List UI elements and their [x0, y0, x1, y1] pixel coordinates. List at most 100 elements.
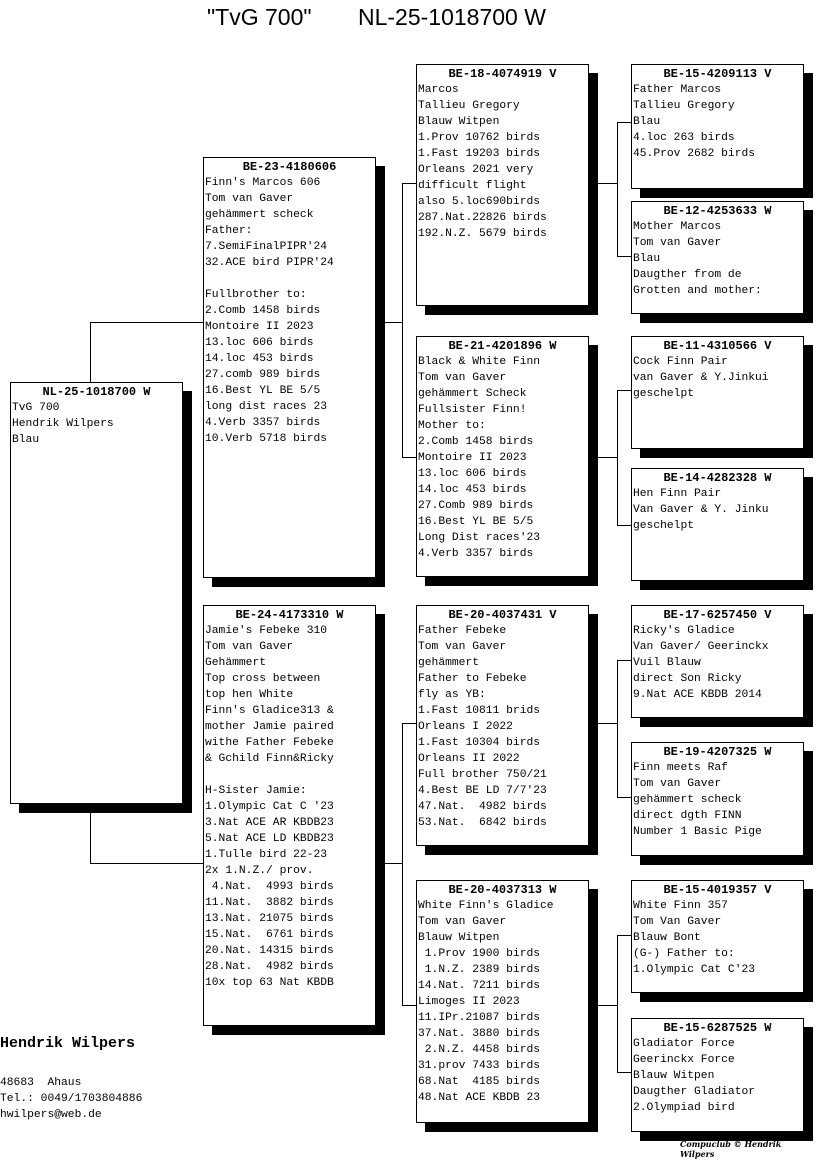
bird-card-subject: NL-25-1018700 W TvG 700 Hendrik Wilpers Bla…	[10, 382, 183, 804]
bird-info-line: 53.Nat. 6842 birds	[418, 817, 547, 829]
bird-info-line: 27.Comb 989 birds	[418, 500, 534, 512]
bird-info-line: White Finn 357	[633, 900, 728, 912]
bird-card-fmm: BE-14-4282328 W Hen Finn Pair Van Gaver & …	[631, 468, 804, 581]
bird-info-line: 14.loc 453 birds	[205, 353, 314, 365]
bird-info-line: 1.Fast 19203 birds	[418, 148, 541, 160]
ring-number: NL-25-1018700 W	[42, 385, 151, 399]
bird-info-line: Long Dist races'23	[418, 532, 541, 544]
connector	[617, 935, 618, 1073]
bird-info-line: Van Gaver & Y. Jinku	[633, 504, 769, 516]
bird-info-line: Montoire II 2023	[205, 321, 314, 333]
bird-info-line: withe Father Febeke	[205, 737, 334, 749]
bird-info-line: Grotten and mother:	[633, 285, 762, 297]
bird-info-line: Cock Finn Pair	[633, 356, 728, 368]
bird-info-line: gehämmert scheck	[633, 794, 742, 806]
pigeon-name-title: "TvG 700"	[207, 4, 312, 30]
bird-info-line: Hen Finn Pair	[633, 488, 722, 500]
bird-card-mfm: BE-19-4207325 W Finn meets Raf Tom van Gav…	[631, 742, 804, 856]
bird-info-line: Daugther Gladiator	[633, 1086, 756, 1098]
bird-info-line: Blauw Witpen	[633, 1070, 715, 1082]
bird-info-line: 7.SemiFinalPIPR'24	[205, 241, 328, 253]
bird-info-line: Orleans I 2022	[418, 721, 513, 733]
connector	[617, 256, 631, 257]
bird-info-line: Gladiator Force	[633, 1038, 735, 1050]
bird-info-line: Orleans II 2022	[418, 753, 520, 765]
pigeon-ring-title: NL-25-1018700 W	[358, 4, 546, 30]
bird-info-line: Fullsister Finn!	[418, 404, 527, 416]
bird-info-line: 48.Nat ACE KBDB 23	[418, 1092, 541, 1104]
connector	[402, 1005, 416, 1006]
ring-number: BE-11-4310566 V	[663, 339, 772, 353]
bird-info-line: 14.Nat. 7211 birds	[418, 980, 541, 992]
connector	[617, 122, 631, 123]
bird-info-line: 16.Best YL BE 5/5	[418, 516, 534, 528]
connector	[90, 863, 203, 864]
bird-info-line: Father Febeke	[418, 625, 507, 637]
connector	[402, 723, 403, 1006]
bird-info-line: Finn's Marcos 606	[205, 177, 321, 189]
bird-info-line: 13.loc 606 birds	[205, 337, 314, 349]
owner-city: 48683 Ahaus	[0, 1077, 82, 1089]
bird-info-line: gehämmert	[418, 657, 480, 669]
bird-info-line: 4.Verb 3357 birds	[205, 417, 321, 429]
bird-card-mff: BE-17-6257450 V Ricky's Gladice Van Gaver/…	[631, 605, 804, 718]
bird-info-line: Tallieu Gregory	[633, 100, 735, 112]
bird-info-line: difficult flight	[418, 180, 527, 192]
bird-info-line: 16.Best YL BE 5/5	[205, 385, 321, 397]
connector	[617, 660, 631, 661]
bird-info-line: direct dgth FINN	[633, 810, 742, 822]
bird-info-line: 68.Nat 4185 birds	[418, 1076, 541, 1088]
bird-info-line: Finn's Gladice313 &	[205, 705, 334, 717]
owner-phone: Tel.: 0049/1703804886	[0, 1093, 143, 1105]
bird-card-mother-mother: BE-20-4037313 W White Finn's Gladice Tom v…	[416, 880, 589, 1123]
ring-number: BE-15-4209113 V	[663, 67, 772, 81]
bird-info-line: Tom Van Gaver	[633, 916, 722, 928]
bird-info-line: 2.N.Z. 4458 birds	[418, 1044, 541, 1056]
connector	[617, 390, 631, 391]
bird-info-line: Tom van Gaver	[633, 237, 722, 249]
bird-info-line: 287.Nat.22826 birds	[418, 212, 547, 224]
bird-info-line: Blau	[633, 253, 661, 265]
bird-info-line: 192.N.Z. 5679 birds	[418, 228, 547, 240]
ring-number: BE-17-6257450 V	[663, 608, 772, 622]
bird-info-line: 13.loc 606 birds	[418, 468, 527, 480]
connector	[402, 723, 416, 724]
bird-info-line: Fullbrother to:	[205, 289, 307, 301]
bird-info-line: Tom van Gaver	[205, 641, 294, 653]
bird-info-line: Blauw Bont	[633, 932, 701, 944]
bird-info-line: 5.Nat ACE LD KBDB23	[205, 833, 334, 845]
bird-info-line: 45.Prov 2682 birds	[633, 148, 756, 160]
connector	[598, 183, 617, 184]
bird-info-line: 15.Nat. 6761 birds	[205, 929, 334, 941]
bird-card-mother-father: BE-20-4037431 V Father Febeke Tom van Gave…	[416, 605, 589, 846]
bird-info-line: Mother to:	[418, 420, 486, 432]
ring-number: BE-20-4037313 W	[448, 883, 557, 897]
bird-info-line: Marcos	[418, 84, 459, 96]
bird-info-line: gehämmert scheck	[205, 209, 314, 221]
connector	[90, 322, 91, 382]
bird-info-line	[204, 767, 375, 783]
bird-info-line: Tom van Gaver	[633, 778, 722, 790]
connector	[598, 723, 617, 724]
bird-info-line: 1.Olympic Cat C '23	[205, 801, 334, 813]
bird-info-line: Hendrik Wilpers	[12, 418, 114, 430]
bird-info-line: Gehämmert	[205, 657, 267, 669]
connector	[402, 183, 403, 458]
bird-info-line: 10x top 63 Nat KBDB	[205, 977, 334, 989]
bird-info-line: 2.Comb 1458 birds	[205, 305, 321, 317]
bird-info-line: 10.Verb 5718 birds	[205, 433, 328, 445]
bird-info-line: 1.Fast 10304 birds	[418, 737, 541, 749]
bird-info-line: Black & White Finn	[418, 356, 541, 368]
bird-info-line: top hen White	[205, 689, 294, 701]
bird-info-line: 13.Nat. 21075 birds	[205, 913, 334, 925]
bird-info-line: 1.Prov 1900 birds	[418, 948, 541, 960]
bird-info-line: 4.Nat. 4993 birds	[205, 881, 334, 893]
bird-info-line: mother Jamie paired	[205, 721, 334, 733]
bird-info-line: Top cross between	[205, 673, 321, 685]
ring-number: BE-23-4180606	[242, 160, 337, 174]
ring-number: BE-15-6287525 W	[663, 1021, 772, 1035]
bird-info-line: Geerinckx Force	[633, 1054, 735, 1066]
ring-number: BE-19-4207325 W	[663, 745, 772, 759]
ring-number: BE-14-4282328 W	[663, 471, 772, 485]
bird-info-line: gehämmert Scheck	[418, 388, 527, 400]
